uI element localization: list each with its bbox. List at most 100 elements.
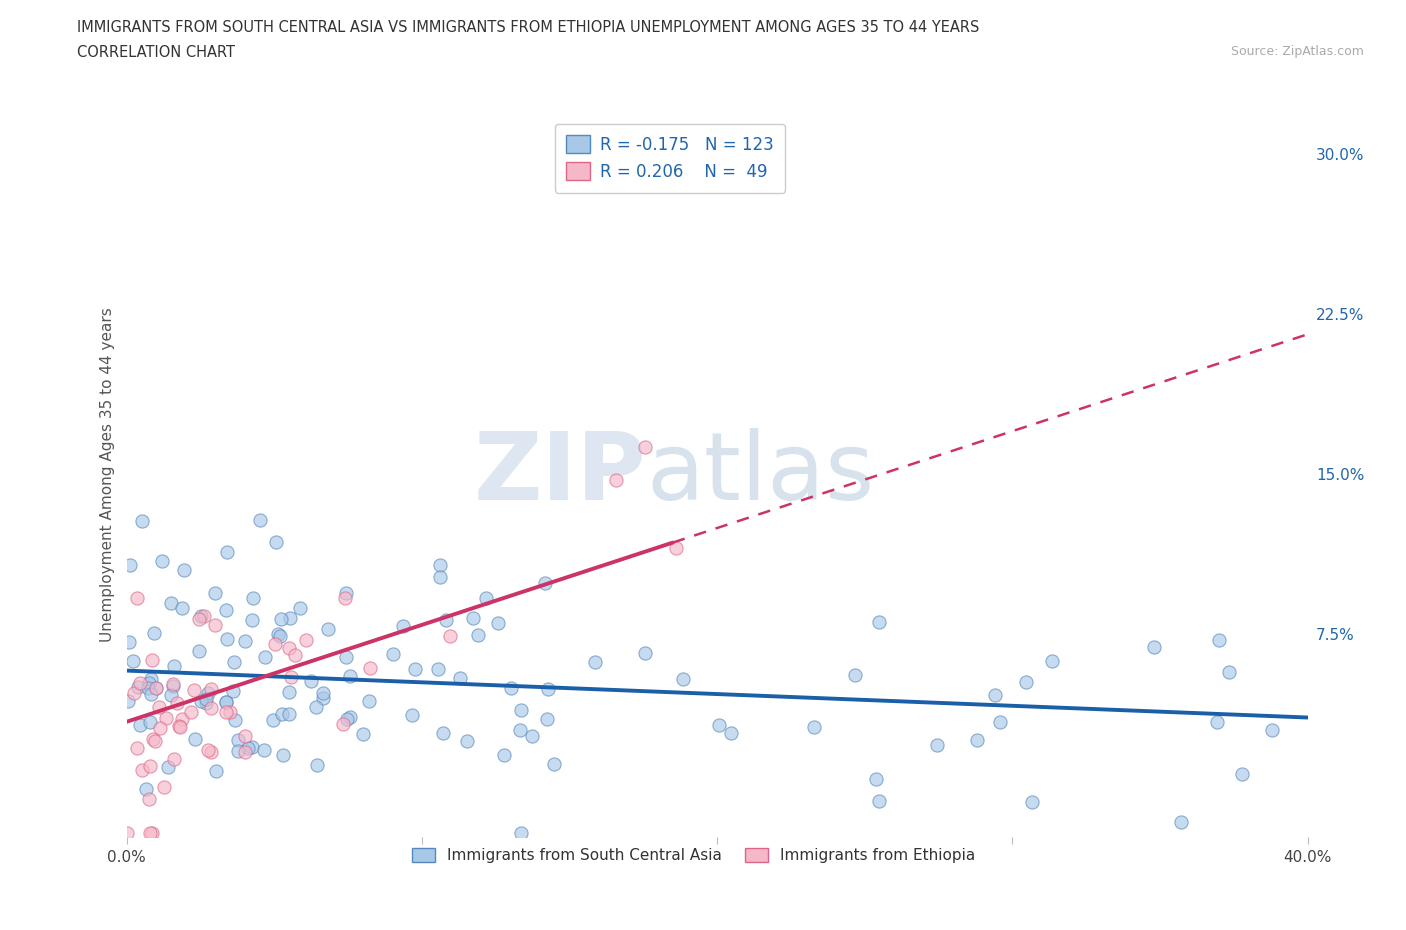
Point: [131, 513, 153, 528]
Point: [197, 685, 219, 700]
Point: [138, 791, 160, 806]
Point: [270, 612, 292, 627]
Point: [180, 705, 202, 720]
Point: [432, 725, 454, 740]
Text: atlas: atlas: [647, 429, 875, 520]
Legend: Immigrants from South Central Asia, Immigrants from Ethiopia: Immigrants from South Central Asia, Immi…: [406, 842, 981, 870]
Point: [486, 616, 509, 631]
Point: [359, 660, 381, 675]
Point: [153, 779, 176, 794]
Point: [262, 712, 284, 727]
Point: [222, 655, 245, 670]
Point: [339, 668, 361, 683]
Point: [236, 740, 259, 755]
Point: [312, 686, 335, 701]
Point: [162, 676, 184, 691]
Point: [253, 742, 276, 757]
Point: [188, 644, 211, 658]
Point: [139, 671, 162, 686]
Point: [278, 611, 301, 626]
Point: [720, 725, 742, 740]
Point: [474, 591, 496, 605]
Point: [381, 647, 404, 662]
Point: [868, 615, 890, 630]
Point: [195, 696, 218, 711]
Point: [183, 683, 205, 698]
Point: [157, 760, 180, 775]
Point: [844, 668, 866, 683]
Point: [426, 662, 449, 677]
Point: [150, 554, 173, 569]
Point: [339, 710, 361, 724]
Point: [966, 732, 988, 747]
Point: [984, 687, 1007, 702]
Point: [226, 733, 249, 748]
Point: [121, 654, 143, 669]
Point: [583, 655, 606, 670]
Point: [233, 744, 256, 759]
Point: [280, 670, 302, 684]
Point: [634, 440, 657, 455]
Point: [215, 603, 238, 618]
Point: [172, 712, 194, 727]
Point: [434, 613, 457, 628]
Point: [1206, 714, 1229, 729]
Point: [456, 734, 478, 749]
Point: [254, 650, 277, 665]
Point: [141, 825, 163, 840]
Point: [865, 772, 887, 787]
Point: [215, 695, 238, 710]
Point: [509, 723, 531, 737]
Point: [278, 640, 301, 655]
Point: [267, 627, 290, 642]
Point: [122, 685, 145, 700]
Point: [461, 610, 484, 625]
Point: [240, 613, 263, 628]
Point: [240, 739, 263, 754]
Point: [534, 576, 557, 591]
Point: [155, 711, 177, 725]
Point: [141, 653, 163, 668]
Point: [467, 628, 489, 643]
Point: [665, 541, 688, 556]
Point: [288, 601, 311, 616]
Point: [1218, 665, 1240, 680]
Point: [672, 671, 695, 686]
Point: [139, 759, 162, 774]
Point: [352, 727, 374, 742]
Point: [222, 684, 245, 698]
Point: [1170, 815, 1192, 830]
Point: [537, 682, 560, 697]
Point: [299, 673, 322, 688]
Point: [988, 714, 1011, 729]
Point: [200, 682, 222, 697]
Point: [803, 720, 825, 735]
Point: [1021, 794, 1043, 809]
Text: ZIP: ZIP: [474, 429, 647, 520]
Point: [543, 757, 565, 772]
Point: [145, 681, 167, 696]
Point: [163, 659, 186, 674]
Point: [499, 681, 522, 696]
Point: [149, 721, 172, 736]
Point: [1143, 640, 1166, 655]
Point: [136, 681, 159, 696]
Text: IMMIGRANTS FROM SOUTH CENTRAL ASIA VS IMMIGRANTS FROM ETHIOPIA UNEMPLOYMENT AMON: IMMIGRANTS FROM SOUTH CENTRAL ASIA VS IM…: [77, 20, 980, 35]
Point: [1261, 723, 1284, 737]
Point: [510, 703, 533, 718]
Point: [118, 635, 141, 650]
Point: [335, 591, 357, 605]
Point: [269, 628, 291, 643]
Point: [264, 535, 287, 550]
Point: [335, 586, 357, 601]
Point: [305, 758, 328, 773]
Point: [200, 700, 222, 715]
Point: [184, 732, 207, 747]
Point: [135, 782, 157, 797]
Point: [215, 704, 238, 719]
Point: [115, 825, 138, 840]
Point: [190, 609, 212, 624]
Point: [139, 825, 162, 840]
Point: [215, 631, 238, 646]
Point: [128, 717, 150, 732]
